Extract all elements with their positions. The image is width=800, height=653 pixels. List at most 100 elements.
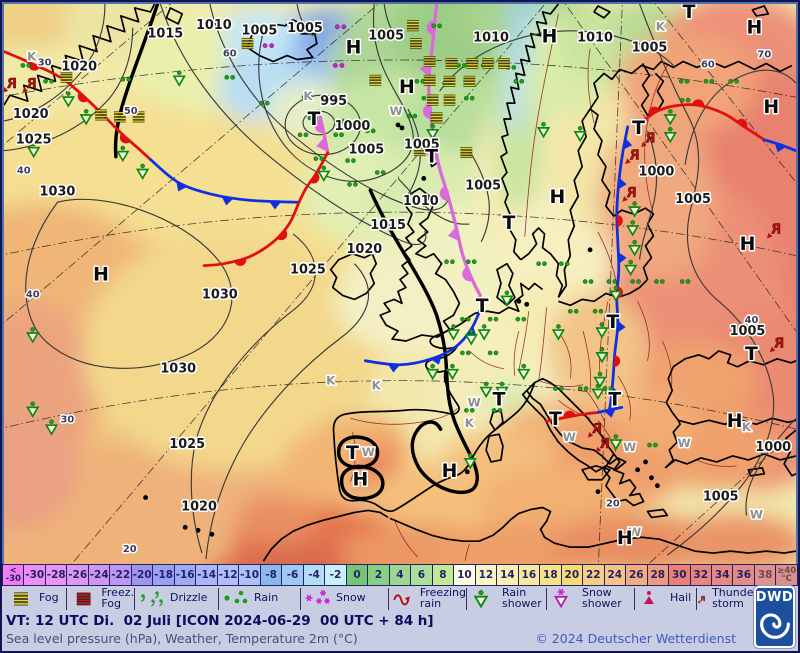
scale-cell: 8 bbox=[431, 565, 454, 585]
scale-cell: 38 bbox=[753, 565, 776, 585]
scale-cell: -8 bbox=[259, 565, 282, 585]
airmass-label: W bbox=[623, 440, 636, 454]
scale-cell: 12 bbox=[474, 565, 497, 585]
warm-front-mid-atlantic bbox=[202, 200, 301, 268]
legend-item-drizzle: Drizzle bbox=[134, 587, 218, 610]
scale-cell: -4 bbox=[302, 565, 325, 585]
pressure-label: 1005 bbox=[368, 29, 404, 44]
graticule bbox=[4, 4, 796, 564]
valid-time-line: VT: 12 UTC Di. 02 Juli [ICON 2024-06-29 … bbox=[6, 613, 434, 629]
scale-cell: 10 bbox=[453, 565, 475, 585]
airmass-label: W bbox=[563, 430, 576, 444]
isobars bbox=[4, 4, 796, 560]
svg-text:R: R bbox=[7, 77, 17, 92]
pressure-label: 1005 bbox=[703, 490, 739, 505]
high-pressure-center: H bbox=[353, 470, 369, 491]
svg-text:R: R bbox=[27, 77, 37, 92]
graticule-label: 40 bbox=[26, 289, 40, 300]
graticule-label: 20 bbox=[123, 544, 137, 555]
airmass-label: W bbox=[362, 445, 375, 459]
high-pressure-center: H bbox=[542, 27, 558, 48]
graticule-label: 30 bbox=[38, 57, 52, 68]
legend-item-freezing-rain: Freezing rain bbox=[388, 586, 466, 610]
weather-symbol-legend: Fog Freez. Fog Drizzle Rain Snow Freezing rai… bbox=[2, 586, 798, 611]
low-pressure-center: T bbox=[632, 118, 645, 139]
pressure-label: 1005 bbox=[242, 24, 278, 39]
freezing-rain-icon bbox=[393, 593, 411, 605]
pressure-label: 1015 bbox=[147, 27, 183, 42]
graticule-label: 20 bbox=[606, 499, 620, 510]
svg-text:R: R bbox=[645, 132, 655, 147]
legend-item-snow-shower: Snow shower bbox=[546, 587, 634, 610]
scale-cell: 16 bbox=[517, 565, 540, 585]
legend-label: Hail bbox=[670, 591, 692, 605]
scale-cell: 18 bbox=[539, 565, 561, 585]
pressure-label: 1030 bbox=[202, 287, 238, 302]
graticule-label: 40 bbox=[745, 315, 759, 326]
scale-cell: 32 bbox=[689, 565, 711, 585]
svg-text:R: R bbox=[774, 337, 784, 352]
airmass-label: W bbox=[389, 104, 402, 118]
scale-cell: 22 bbox=[582, 565, 604, 585]
chart-subtitle: Sea level pressure (hPa), Weather, Tempe… bbox=[6, 631, 358, 646]
pressure-label: 1025 bbox=[16, 133, 52, 148]
scale-cell: -12 bbox=[216, 565, 239, 585]
scale-cell: 20 bbox=[560, 565, 583, 585]
high-pressure-center: H bbox=[550, 187, 566, 208]
pressure-label: 1005 bbox=[348, 143, 384, 158]
legend-item-thunderstorm: R Thunder storm bbox=[696, 587, 758, 610]
warm-front-balkans bbox=[545, 410, 600, 423]
graticule-label: 40 bbox=[17, 165, 31, 176]
scale-cell: -16 bbox=[173, 565, 196, 585]
low-pressure-center: T bbox=[608, 389, 621, 410]
scale-cell: ≥40 °C bbox=[775, 565, 797, 585]
scale-cell: 0 bbox=[345, 565, 368, 585]
pressure-label: 1020 bbox=[61, 59, 97, 74]
scale-cell: 6 bbox=[410, 565, 432, 585]
pressure-label: 995 bbox=[320, 94, 347, 109]
scale-cell: 14 bbox=[496, 565, 518, 585]
svg-text:R: R bbox=[771, 223, 781, 238]
scale-cell: -20 bbox=[130, 565, 153, 585]
freez-fog-icon bbox=[76, 592, 91, 605]
pressure-label: 1020 bbox=[13, 107, 49, 122]
rain-shower-icon bbox=[473, 589, 489, 608]
airmass-label: K bbox=[303, 89, 313, 103]
legend-item-rain-shower: Rain shower bbox=[466, 586, 546, 610]
low-pressure-center: T bbox=[493, 389, 506, 410]
legend-label: Freezing rain bbox=[419, 586, 466, 610]
svg-text:R: R bbox=[700, 594, 705, 602]
svg-text:R: R bbox=[600, 437, 610, 452]
high-pressure-center: H bbox=[442, 461, 458, 482]
temperature-scale: < -30 -30 -28 -26 -24 -22 -20 -18 -16 -14 -12 -10 -8-… bbox=[2, 564, 798, 586]
scale-cell: -6 bbox=[281, 565, 303, 585]
legend-label: Freez. Fog bbox=[101, 586, 134, 610]
warm-front-atlantic bbox=[4, 50, 152, 161]
legend-item-hail: Hail bbox=[634, 587, 696, 610]
cold-front-france bbox=[363, 303, 484, 367]
legend-label: Rain shower bbox=[502, 586, 542, 610]
scale-cell: -28 bbox=[44, 565, 67, 585]
cold-front-atlantic bbox=[149, 158, 301, 204]
pressure-label: 1000 bbox=[755, 440, 791, 455]
snow-icon bbox=[305, 589, 330, 604]
pressure-label: 1025 bbox=[290, 263, 326, 278]
airmass-label: W bbox=[750, 507, 763, 521]
low-pressure-center: T bbox=[476, 296, 489, 317]
legend-item-rain: Rain bbox=[218, 587, 300, 610]
scale-cell: < -30 bbox=[3, 565, 24, 585]
airmass-label: K bbox=[465, 416, 475, 430]
graticule-label: 60 bbox=[701, 59, 715, 70]
high-pressure-center: H bbox=[399, 77, 415, 98]
legend-label: Drizzle bbox=[170, 591, 208, 605]
low-pressure-center: T bbox=[502, 213, 515, 234]
pressure-label: 1000 bbox=[335, 119, 371, 134]
pressure-label: 1020 bbox=[181, 499, 217, 514]
legend-label: Rain bbox=[254, 591, 279, 605]
scale-cell: -22 bbox=[109, 565, 131, 585]
fog-icon bbox=[14, 592, 28, 605]
legend-item-fog: Fog bbox=[4, 588, 66, 610]
temperature-field bbox=[4, 4, 796, 564]
